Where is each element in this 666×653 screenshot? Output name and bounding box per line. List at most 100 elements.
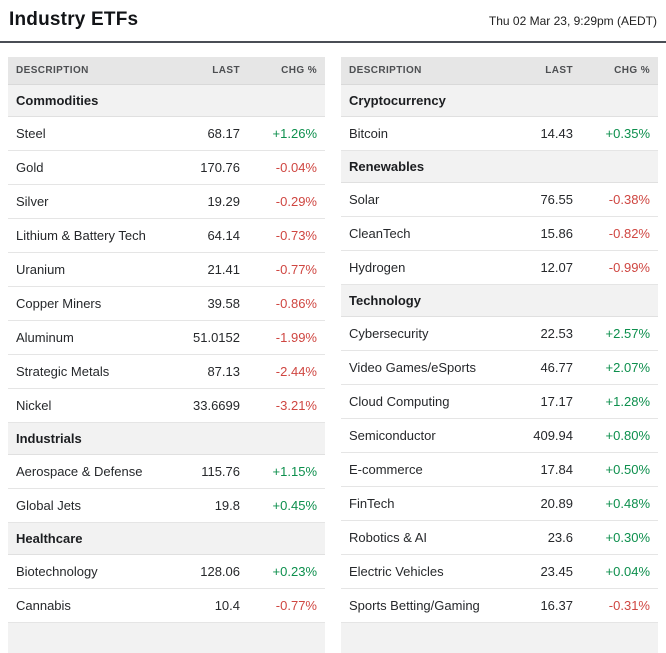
etf-change-percent: -0.77% bbox=[248, 252, 325, 287]
etf-row[interactable]: Global Jets 19.8 +0.45% bbox=[8, 488, 325, 523]
etf-change-percent: -2.44% bbox=[248, 354, 325, 389]
etf-row[interactable]: Cannabis 10.4 -0.77% bbox=[8, 588, 325, 623]
etf-change-percent: +0.30% bbox=[581, 520, 658, 555]
etf-change-percent: -0.04% bbox=[248, 150, 325, 185]
column-header-last[interactable]: LAST bbox=[511, 57, 581, 85]
etf-row[interactable]: Silver 19.29 -0.29% bbox=[8, 184, 325, 219]
etf-description[interactable]: Robotics & AI bbox=[341, 520, 511, 555]
etf-table-right-body: Cryptocurrency Bitcoin 14.43 +0.35% Renewabl… bbox=[341, 84, 658, 653]
etf-description[interactable]: E-commerce bbox=[341, 452, 511, 487]
etf-row[interactable]: Strategic Metals 87.13 -2.44% bbox=[8, 354, 325, 389]
timestamp: Thu 02 Mar 23, 9:29pm (AEDT) bbox=[488, 14, 657, 28]
etf-row[interactable]: Copper Miners 39.58 -0.86% bbox=[8, 286, 325, 321]
section-header-row: Technology bbox=[341, 284, 658, 317]
etf-last-price: 20.89 bbox=[511, 486, 581, 521]
etf-last-price: 22.53 bbox=[511, 316, 581, 351]
etf-change-percent: -0.77% bbox=[248, 588, 325, 623]
etf-row[interactable]: Nickel 33.6699 -3.21% bbox=[8, 388, 325, 423]
etf-last-price: 15.86 bbox=[511, 216, 581, 251]
etf-description[interactable]: Silver bbox=[8, 184, 178, 219]
etf-description[interactable]: Nickel bbox=[8, 388, 178, 423]
partial-clipped-cell bbox=[8, 622, 325, 653]
etf-description[interactable]: Electric Vehicles bbox=[341, 554, 511, 589]
partial-clipped-row bbox=[8, 622, 325, 653]
etf-description[interactable]: Steel bbox=[8, 116, 178, 151]
etf-description[interactable]: Bitcoin bbox=[341, 116, 511, 151]
etf-description[interactable]: Copper Miners bbox=[8, 286, 178, 321]
etf-change-percent: +0.23% bbox=[248, 554, 325, 589]
section-header-row: Healthcare bbox=[8, 522, 325, 555]
section-title: Technology bbox=[341, 284, 658, 317]
section-title: Healthcare bbox=[8, 522, 325, 555]
etf-description[interactable]: Cybersecurity bbox=[341, 316, 511, 351]
etf-last-price: 46.77 bbox=[511, 350, 581, 385]
etf-last-price: 21.41 bbox=[178, 252, 248, 287]
section-header-row: Commodities bbox=[8, 84, 325, 117]
etf-row[interactable]: FinTech 20.89 +0.48% bbox=[341, 486, 658, 521]
column-header-row: DESCRIPTION LAST CHG % bbox=[8, 57, 325, 85]
etf-change-percent: -0.38% bbox=[581, 182, 658, 217]
column-header-description[interactable]: DESCRIPTION bbox=[8, 57, 178, 85]
etf-row[interactable]: Electric Vehicles 23.45 +0.04% bbox=[341, 554, 658, 589]
etf-description[interactable]: Hydrogen bbox=[341, 250, 511, 285]
etf-description[interactable]: Sports Betting/Gaming bbox=[341, 588, 511, 623]
etf-description[interactable]: Aluminum bbox=[8, 320, 178, 355]
etf-description[interactable]: Cannabis bbox=[8, 588, 178, 623]
etf-last-price: 64.14 bbox=[178, 218, 248, 253]
etf-change-percent: +0.45% bbox=[248, 488, 325, 523]
etf-row[interactable]: Video Games/eSports 46.77 +2.07% bbox=[341, 350, 658, 385]
etf-row[interactable]: Lithium & Battery Tech 64.14 -0.73% bbox=[8, 218, 325, 253]
etf-row[interactable]: Aluminum 51.0152 -1.99% bbox=[8, 320, 325, 355]
partial-clipped-cell bbox=[341, 622, 658, 653]
etf-row[interactable]: Cybersecurity 22.53 +2.57% bbox=[341, 316, 658, 351]
etf-last-price: 33.6699 bbox=[178, 388, 248, 423]
etf-description[interactable]: FinTech bbox=[341, 486, 511, 521]
etf-row[interactable]: CleanTech 15.86 -0.82% bbox=[341, 216, 658, 251]
etf-description[interactable]: Lithium & Battery Tech bbox=[8, 218, 178, 253]
etf-description[interactable]: Aerospace & Defense bbox=[8, 454, 178, 489]
etf-row[interactable]: Sports Betting/Gaming 16.37 -0.31% bbox=[341, 588, 658, 623]
etf-last-price: 12.07 bbox=[511, 250, 581, 285]
column-header-row: DESCRIPTION LAST CHG % bbox=[341, 57, 658, 85]
etf-change-percent: +1.26% bbox=[248, 116, 325, 151]
etf-change-percent: +2.57% bbox=[581, 316, 658, 351]
etf-change-percent: +1.28% bbox=[581, 384, 658, 419]
etf-description[interactable]: Uranium bbox=[8, 252, 178, 287]
etf-last-price: 87.13 bbox=[178, 354, 248, 389]
etf-row[interactable]: Gold 170.76 -0.04% bbox=[8, 150, 325, 185]
etf-description[interactable]: Semiconductor bbox=[341, 418, 511, 453]
etf-row[interactable]: Robotics & AI 23.6 +0.30% bbox=[341, 520, 658, 555]
etf-description[interactable]: Video Games/eSports bbox=[341, 350, 511, 385]
etf-description[interactable]: Cloud Computing bbox=[341, 384, 511, 419]
etf-last-price: 14.43 bbox=[511, 116, 581, 151]
etf-change-percent: -0.86% bbox=[248, 286, 325, 321]
etf-row[interactable]: Steel 68.17 +1.26% bbox=[8, 116, 325, 151]
etf-row[interactable]: Semiconductor 409.94 +0.80% bbox=[341, 418, 658, 453]
column-header-chg[interactable]: CHG % bbox=[581, 57, 658, 85]
etf-last-price: 17.84 bbox=[511, 452, 581, 487]
etf-change-percent: -3.21% bbox=[248, 388, 325, 423]
etf-table-left-body: Commodities Steel 68.17 +1.26% Gold 170.76 -0.… bbox=[8, 84, 325, 653]
column-header-last[interactable]: LAST bbox=[178, 57, 248, 85]
etf-row[interactable]: E-commerce 17.84 +0.50% bbox=[341, 452, 658, 487]
section-header-row: Cryptocurrency bbox=[341, 84, 658, 117]
etf-change-percent: +2.07% bbox=[581, 350, 658, 385]
etf-description[interactable]: Solar bbox=[341, 182, 511, 217]
etf-description[interactable]: Strategic Metals bbox=[8, 354, 178, 389]
etf-description[interactable]: Gold bbox=[8, 150, 178, 185]
etf-last-price: 23.6 bbox=[511, 520, 581, 555]
etf-row[interactable]: Uranium 21.41 -0.77% bbox=[8, 252, 325, 287]
etf-description[interactable]: CleanTech bbox=[341, 216, 511, 251]
etf-description[interactable]: Global Jets bbox=[8, 488, 178, 523]
etf-row[interactable]: Solar 76.55 -0.38% bbox=[341, 182, 658, 217]
etf-row[interactable]: Bitcoin 14.43 +0.35% bbox=[341, 116, 658, 151]
etf-change-percent: -0.99% bbox=[581, 250, 658, 285]
etf-row[interactable]: Hydrogen 12.07 -0.99% bbox=[341, 250, 658, 285]
column-header-description[interactable]: DESCRIPTION bbox=[341, 57, 511, 85]
section-title: Commodities bbox=[8, 84, 325, 117]
etf-description[interactable]: Biotechnology bbox=[8, 554, 178, 589]
etf-row[interactable]: Biotechnology 128.06 +0.23% bbox=[8, 554, 325, 589]
column-header-chg[interactable]: CHG % bbox=[248, 57, 325, 85]
etf-row[interactable]: Cloud Computing 17.17 +1.28% bbox=[341, 384, 658, 419]
etf-row[interactable]: Aerospace & Defense 115.76 +1.15% bbox=[8, 454, 325, 489]
